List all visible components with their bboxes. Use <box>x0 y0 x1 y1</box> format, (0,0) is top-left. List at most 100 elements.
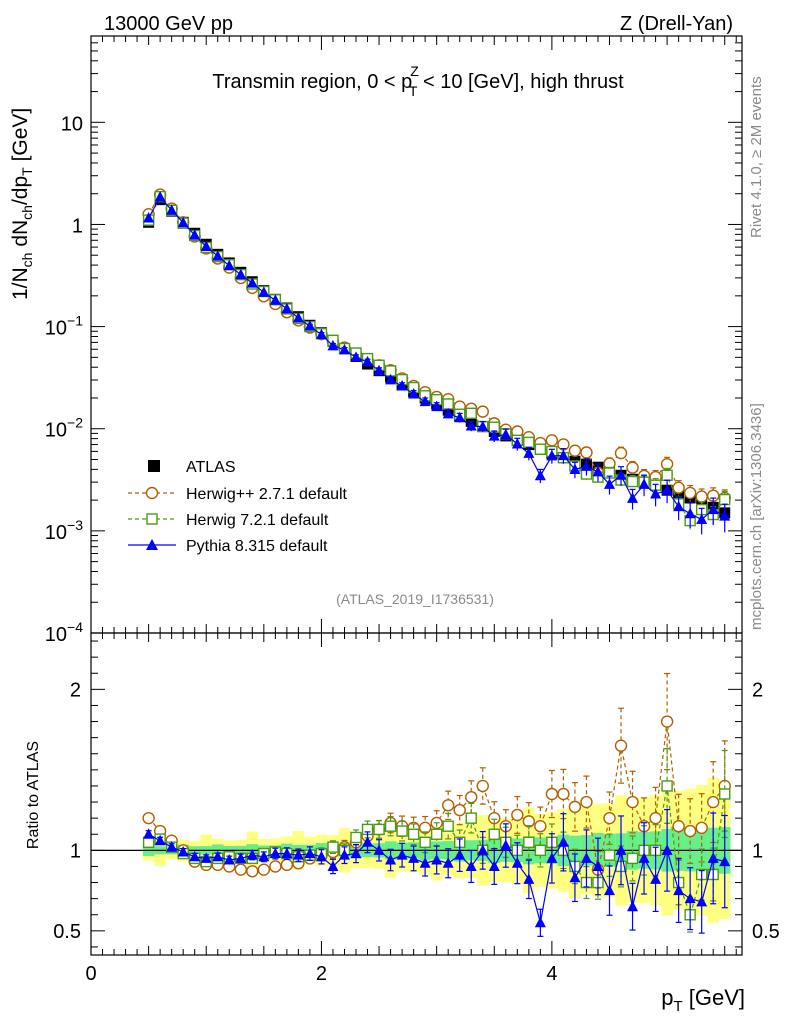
plot-title-sub: T <box>409 83 418 99</box>
herwig7-ratio-point <box>534 844 547 857</box>
herwigpp-ratio-point <box>672 820 685 833</box>
pythia-ratio-point <box>281 847 293 859</box>
herwig7-ratio-point <box>142 836 155 848</box>
pythia-ratio-point <box>177 845 189 857</box>
pythia-ratio-point <box>627 900 639 912</box>
herwigpp-ratio-point <box>142 811 155 825</box>
pythia-ratio-point <box>338 849 350 860</box>
herwigpp-ratio-point <box>603 811 616 825</box>
herwigpp-main-point <box>614 446 628 460</box>
herwigpp-ratio-point <box>488 811 501 825</box>
pythia-ratio-point <box>419 857 431 868</box>
herwigpp-main-point <box>695 490 708 503</box>
pythia-ratio-point <box>292 849 304 860</box>
pythia-ratio-point <box>454 849 466 860</box>
plot-title-main: Transmin region, 0 < p <box>212 71 412 93</box>
herwig7-ratio-point <box>626 852 639 865</box>
herwigpp-ratio-point <box>511 808 524 822</box>
pythia-main-point <box>281 302 293 314</box>
pythia-ratio-point <box>511 857 523 868</box>
ratio-panel-frame <box>90 632 743 956</box>
herwigpp-ratio-point <box>234 863 247 876</box>
header-left: 13000 GeV pp <box>104 13 233 35</box>
legend-atlas-label: ATLAS <box>186 459 236 476</box>
main-y-tick-label: 1 <box>72 215 83 237</box>
pythia-ratio-point <box>546 852 558 863</box>
pythia-ratio-point <box>534 916 546 928</box>
data-marks <box>142 188 731 937</box>
pythia-series-main <box>143 191 731 535</box>
herwig7-ratio-point <box>327 841 339 853</box>
herwig7-ratio-point <box>442 820 454 832</box>
pythia-ratio-point <box>350 847 362 859</box>
herwigpp-main-line <box>148 193 725 499</box>
pythia-main-point <box>661 484 673 495</box>
pythia-ratio-point <box>246 849 258 860</box>
herwig7-ratio-point <box>719 788 731 800</box>
main-y-axis-label: 1/Nch dNch/dpT [GeV] <box>9 108 35 300</box>
herwig7-ratio-point <box>384 820 397 832</box>
legend-herwig7-marker <box>146 513 158 525</box>
ratio-y-tick-label: 0.5 <box>53 921 81 943</box>
herwig7-main-point <box>442 398 454 410</box>
pythia-main-point <box>315 328 327 340</box>
herwigpp-ratio-point <box>280 858 294 872</box>
pythia-ratio-point <box>315 850 327 862</box>
mcplots-label: mcplots.cern.ch [arXiv:1306.3436] <box>748 403 765 630</box>
pythia-ratio-point <box>200 852 212 863</box>
pythia-ratio-point <box>488 860 500 871</box>
pythia-main-point <box>673 500 685 512</box>
pythia-ratio-point <box>304 847 316 859</box>
pythia-ratio-point <box>373 844 385 855</box>
pythia-main-point <box>684 507 696 519</box>
herwig7-main-point <box>523 436 535 449</box>
herwig7-ratio-point <box>523 836 535 848</box>
pythia-main-point <box>143 212 155 223</box>
herwigpp-ratio-point <box>476 779 489 793</box>
main-y-tick-label: 10 <box>61 113 83 135</box>
pythia-main-point <box>154 191 166 202</box>
pythia-main-point <box>454 411 466 423</box>
pythia-ratio-point <box>189 850 201 862</box>
legend-pythia-label: Pythia 8.315 default <box>186 538 328 555</box>
pythia-ratio-point <box>592 860 604 871</box>
main-y-tick-label: 10−3 <box>45 517 83 544</box>
herwigpp-main-point <box>683 486 697 500</box>
ratio-y-axis-label: Ratio to ATLAS <box>25 741 42 849</box>
pythia-main-point <box>362 355 374 367</box>
ratio-y-tick-label-right: 0.5 <box>752 921 780 943</box>
pythia-main-point <box>511 438 523 449</box>
herwig7-ratio-point <box>430 828 443 840</box>
herwig7-ratio-point <box>350 831 362 844</box>
herwigpp-main-point <box>580 446 593 459</box>
herwig7-series-main <box>142 190 731 530</box>
pythia-main-point <box>615 469 627 480</box>
herwigpp-ratio-point <box>614 739 628 752</box>
pythia-ratio-point <box>684 892 696 904</box>
herwig7-main-point <box>465 407 477 419</box>
herwig7-ratio-point <box>488 828 500 840</box>
pythia-main-point <box>569 463 581 475</box>
pythia-main-point <box>442 407 454 419</box>
pythia-main-point <box>304 320 316 331</box>
pythia-ratio-point <box>638 852 650 863</box>
plot-title: Transmin region, 0 < pZ T < 10 [GeV], hig… <box>212 63 624 99</box>
pythia-main-point <box>477 420 489 432</box>
herwig7-main-point <box>661 469 673 481</box>
herwigpp-ratio-point <box>626 795 639 809</box>
pythia-ratio-point <box>696 895 708 907</box>
pythia-main-point <box>419 395 431 407</box>
pythia-main-point <box>166 204 178 215</box>
pythia-main-point <box>638 478 650 489</box>
pythia-ratio-point <box>477 844 489 855</box>
herwigpp-ratio-point <box>534 820 547 833</box>
pythia-ratio-point <box>396 849 408 860</box>
pythia-ratio-point <box>580 852 592 863</box>
pythia-ratio-point <box>557 836 569 847</box>
pythia-series-ratio <box>143 808 731 937</box>
pythia-ratio-point <box>166 841 178 852</box>
herwigpp-ratio-point <box>441 799 455 812</box>
pythia-main-point <box>431 400 443 412</box>
x-tick-label: 0 <box>85 963 96 985</box>
pythia-main-point <box>488 430 500 441</box>
